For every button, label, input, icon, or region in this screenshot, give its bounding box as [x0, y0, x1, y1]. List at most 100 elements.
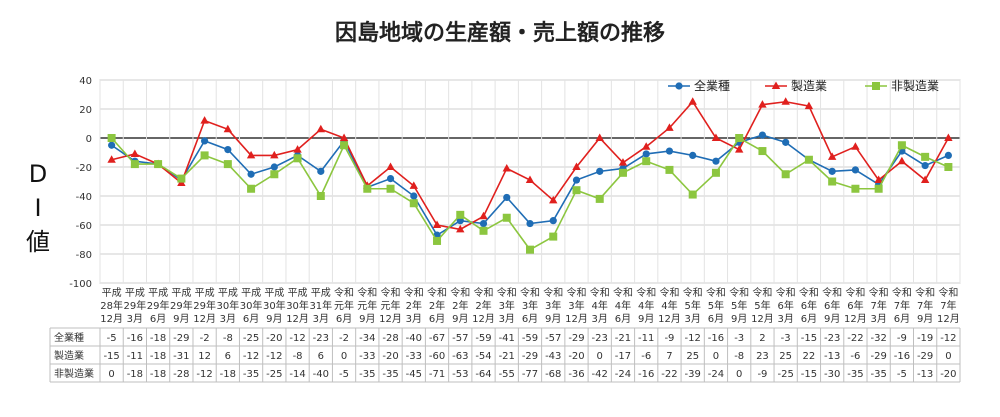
- table-cell: -34: [359, 333, 375, 344]
- x-tick-label: 29年: [123, 299, 146, 312]
- x-tick-label: 9月: [638, 313, 654, 325]
- table-cell: -3: [781, 333, 791, 344]
- data-point: [711, 168, 720, 177]
- table-cell: -2: [200, 333, 210, 344]
- data-point: [572, 162, 581, 170]
- y-axis-label-char: D: [29, 160, 47, 188]
- x-tick-label: 12月: [286, 313, 309, 325]
- table-cell: -8: [293, 351, 303, 362]
- x-tick-label: 令和: [892, 286, 912, 299]
- x-tick-label: 令和: [869, 286, 889, 299]
- x-tick-label: 6月: [243, 313, 259, 325]
- x-tick-label: 令和: [799, 286, 819, 299]
- x-tick-label: 3月: [592, 313, 608, 325]
- table-cell: -23: [824, 333, 840, 344]
- y-axis-label-char: 値: [26, 228, 50, 256]
- table-cell: -33: [359, 351, 375, 362]
- data-point: [921, 152, 930, 161]
- x-tick-label: 9月: [731, 313, 747, 325]
- y-axis-label-char: I: [34, 194, 41, 222]
- x-tick-label: 令和: [845, 286, 865, 299]
- data-point: [456, 224, 465, 233]
- table-cell: -53: [452, 369, 468, 380]
- table-cell: -5: [107, 333, 117, 344]
- table-cell: -9: [897, 333, 907, 344]
- x-tick-label: 12月: [751, 313, 774, 325]
- data-point: [689, 151, 697, 159]
- x-tick-label: 元年: [357, 299, 377, 312]
- data-point: [897, 156, 907, 165]
- table-cell: -23: [313, 333, 329, 344]
- table-row-label: 非製造業: [54, 367, 94, 380]
- x-tick-label: 2年: [406, 299, 422, 312]
- table-cell: -67: [429, 333, 445, 344]
- table-cell: -8: [734, 351, 744, 362]
- table-cell: -25: [778, 369, 794, 380]
- x-tick-label: 平成: [288, 287, 308, 299]
- table-cell: -20: [382, 351, 398, 362]
- legend-marker: [872, 82, 880, 90]
- data-point: [386, 184, 395, 193]
- table-cell: -12: [940, 333, 956, 344]
- x-tick-label: 令和: [776, 286, 796, 299]
- table-cell: 6: [225, 351, 231, 362]
- x-tick-label: 30年: [240, 299, 263, 312]
- data-point: [409, 199, 418, 208]
- data-point: [851, 184, 860, 193]
- x-tick-label: 令和: [334, 286, 354, 299]
- table-cell: -43: [545, 351, 561, 362]
- data-point: [293, 154, 302, 163]
- data-point: [758, 131, 767, 139]
- x-tick-label: 7年: [870, 299, 886, 312]
- data-point: [665, 165, 674, 174]
- table-cell: -71: [429, 369, 445, 380]
- table-cell: -14: [289, 369, 305, 380]
- table-cell: -31: [173, 351, 189, 362]
- y-tick-label: 20: [79, 105, 92, 116]
- data-point: [223, 124, 233, 133]
- x-tick-label: 9月: [824, 313, 840, 325]
- table-cell: -45: [406, 369, 422, 380]
- data-point: [316, 192, 325, 200]
- data-point: [525, 175, 535, 184]
- data-point: [804, 155, 813, 164]
- data-point: [781, 97, 790, 105]
- x-tick-label: 5年: [685, 299, 701, 312]
- x-tick-label: 29年: [193, 299, 216, 312]
- data-point: [270, 150, 279, 159]
- data-point: [479, 219, 488, 228]
- data-point: [200, 151, 209, 160]
- data-point: [386, 175, 395, 183]
- data-point: [549, 232, 558, 241]
- data-point: [688, 190, 697, 199]
- x-tick-label: 4年: [638, 299, 654, 312]
- table-cell: 6: [318, 351, 324, 362]
- table-cell: 2: [759, 333, 765, 344]
- table-cell: -6: [641, 351, 651, 362]
- x-tick-label: 令和: [938, 286, 958, 299]
- table-cell: -59: [522, 333, 538, 344]
- table-cell: -39: [685, 369, 701, 380]
- data-point: [642, 150, 650, 158]
- x-tick-label: 12月: [844, 313, 867, 325]
- legend-label: 製造業: [791, 79, 827, 93]
- table-cell: -29: [917, 351, 933, 362]
- x-tick-label: 3年: [499, 299, 515, 312]
- data-point: [921, 161, 929, 170]
- data-point: [316, 124, 326, 133]
- data-point: [897, 141, 906, 150]
- table-cell: -35: [243, 369, 259, 380]
- table-cell: -21: [499, 351, 515, 362]
- x-tick-label: 6月: [615, 313, 631, 325]
- data-point: [293, 145, 302, 153]
- table-cell: -68: [545, 369, 561, 380]
- table-cell: -57: [545, 333, 561, 344]
- data-point: [433, 236, 442, 245]
- data-point: [130, 149, 140, 157]
- x-tick-label: 令和: [729, 286, 749, 299]
- data-point: [502, 213, 511, 222]
- table-cell: -29: [522, 351, 538, 362]
- x-tick-label: 3月: [127, 313, 143, 325]
- table-row-label: 全業種: [54, 331, 84, 344]
- table-cell: -16: [638, 369, 654, 380]
